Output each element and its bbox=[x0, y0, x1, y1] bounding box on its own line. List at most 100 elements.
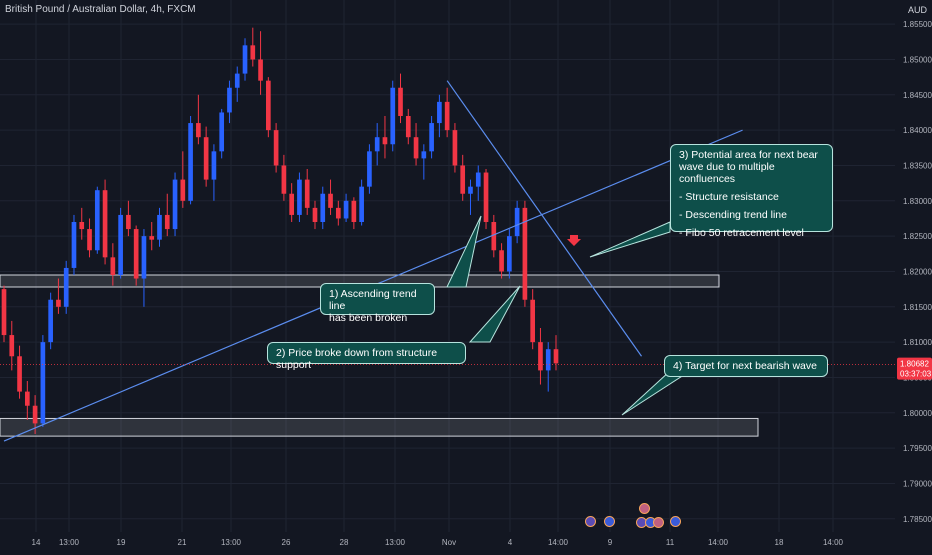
candle-body bbox=[1, 289, 7, 336]
time-tick-label: 11 bbox=[666, 538, 675, 547]
candle-body bbox=[499, 250, 504, 272]
event-icon[interactable] bbox=[653, 517, 664, 528]
price-tick-label: 1.84000 bbox=[903, 126, 932, 135]
candle-body bbox=[234, 73, 240, 88]
candle-body bbox=[351, 200, 357, 222]
callout-3-line-1: 3) Potential area for next bear bbox=[679, 149, 818, 161]
candle-body bbox=[133, 229, 139, 279]
candle-body bbox=[429, 123, 434, 152]
time-tick-label: 14 bbox=[32, 538, 41, 547]
time-tick-label: 14:00 bbox=[548, 538, 569, 547]
candle-body bbox=[180, 179, 186, 201]
time-tick-label: 9 bbox=[608, 538, 613, 547]
down-arrow-icon bbox=[567, 235, 581, 246]
candle-body bbox=[71, 222, 77, 268]
candle-body bbox=[538, 342, 543, 371]
price-tick-label: 1.81000 bbox=[903, 338, 932, 347]
candle-body bbox=[545, 349, 551, 371]
callout-3[interactable]: 3) Potential area for next bear wave due… bbox=[670, 144, 833, 239]
price-tick-label: 1.83500 bbox=[903, 161, 932, 170]
candle-body bbox=[157, 214, 162, 240]
candle-body bbox=[219, 112, 225, 152]
candle-body bbox=[382, 137, 388, 145]
candle-body bbox=[452, 130, 458, 166]
last-price-label: 1.80682 bbox=[900, 360, 929, 369]
callout-1[interactable]: 1) Ascending trend line has been broken bbox=[320, 283, 435, 324]
candle-body bbox=[242, 45, 248, 74]
candle-body bbox=[24, 391, 30, 406]
callout-1-line-1: 1) Ascending trend line bbox=[329, 288, 417, 312]
candle-body bbox=[514, 207, 520, 237]
candle-body bbox=[413, 137, 419, 159]
candle-body bbox=[390, 87, 396, 145]
callout-pointer bbox=[468, 285, 521, 343]
candles bbox=[1, 27, 559, 434]
price-zone bbox=[0, 417, 759, 437]
price-tick-label: 1.85500 bbox=[903, 20, 932, 29]
candle-body bbox=[328, 193, 333, 208]
symbol-title: British Pound / Australian Dollar, 4h, F… bbox=[5, 4, 196, 15]
callout-pointer bbox=[446, 215, 482, 288]
candle-body bbox=[9, 335, 15, 357]
event-icon[interactable] bbox=[670, 516, 681, 527]
candle-body bbox=[273, 130, 279, 166]
candle-body bbox=[304, 179, 310, 208]
callout-2-line-1: 2) Price broke down from structure suppo… bbox=[276, 347, 438, 371]
price-tick-label: 1.80000 bbox=[903, 409, 932, 418]
candle-body bbox=[118, 214, 123, 275]
candle-body bbox=[266, 80, 271, 131]
candle-body bbox=[312, 207, 318, 222]
callout-4[interactable]: 4) Target for next bearish wave bbox=[664, 355, 828, 377]
candle-body bbox=[149, 236, 155, 240]
callout-3-item-3: - Fibo 50 retracement level bbox=[679, 227, 804, 239]
callout-2[interactable]: 2) Price broke down from structure suppo… bbox=[267, 342, 466, 371]
price-axis[interactable]: 1.85500 1.85000 1.84500 1.84000 1.83500 1.830… bbox=[895, 0, 932, 550]
callout-pointer bbox=[589, 221, 671, 258]
candle-body bbox=[281, 165, 287, 194]
candle-body bbox=[227, 87, 232, 113]
trend-line bbox=[446, 80, 643, 357]
candle-body bbox=[297, 179, 302, 215]
candle-body bbox=[126, 214, 131, 230]
time-axis[interactable]: 14 13:00 19 21 13:00 26 28 13:00 Nov 4 14:00 9 11 14:… bbox=[0, 532, 932, 550]
candle-body bbox=[367, 151, 372, 187]
candle-body bbox=[460, 165, 466, 194]
time-tick-label: 26 bbox=[282, 538, 291, 547]
candle-body bbox=[507, 236, 512, 272]
time-tick-label: 14:00 bbox=[708, 538, 729, 547]
candle-body bbox=[374, 137, 380, 152]
time-tick-label: 13:00 bbox=[385, 538, 406, 547]
candle-body bbox=[468, 186, 473, 194]
candle-body bbox=[359, 186, 364, 222]
price-tick-label: 1.83000 bbox=[903, 197, 932, 206]
time-tick-label: 28 bbox=[340, 538, 349, 547]
last-price-badge bbox=[897, 357, 932, 380]
candle-body bbox=[48, 299, 53, 343]
candle-body bbox=[343, 200, 349, 219]
callout-4-line-1: 4) Target for next bearish wave bbox=[673, 360, 817, 372]
candle-body bbox=[32, 405, 38, 424]
event-icon[interactable] bbox=[585, 516, 596, 527]
candle-body bbox=[522, 207, 528, 300]
time-tick-label: 13:00 bbox=[59, 538, 80, 547]
candle-body bbox=[483, 172, 489, 222]
candle-body bbox=[258, 59, 263, 81]
event-icon[interactable] bbox=[604, 516, 615, 527]
candle-body bbox=[94, 190, 100, 251]
candle-body bbox=[405, 116, 411, 138]
callout-pointers bbox=[446, 215, 692, 416]
event-icon[interactable] bbox=[639, 503, 650, 514]
time-tick-label: 18 bbox=[775, 538, 784, 547]
candle-body bbox=[437, 101, 442, 124]
price-tick-label: 1.84500 bbox=[903, 91, 932, 100]
candle-body bbox=[188, 123, 193, 201]
callout-1-line-2: has been broken bbox=[329, 312, 408, 324]
candle-body bbox=[289, 193, 294, 215]
candle-body bbox=[444, 101, 450, 131]
candle-body bbox=[17, 356, 22, 392]
candle-body bbox=[320, 193, 326, 222]
candle-body bbox=[102, 190, 108, 258]
